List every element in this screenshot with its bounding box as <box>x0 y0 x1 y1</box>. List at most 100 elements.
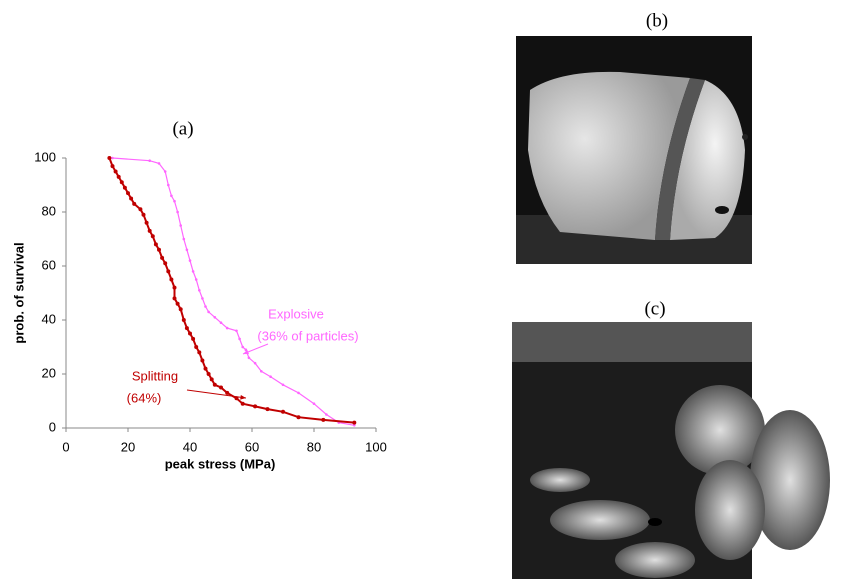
arrow-head <box>240 395 246 400</box>
data-point <box>214 316 217 319</box>
data-point <box>260 370 263 373</box>
data-point <box>169 278 173 282</box>
data-point <box>204 305 207 308</box>
y-tick-label: 20 <box>42 365 56 380</box>
data-point <box>282 384 285 387</box>
x-tick-label: 20 <box>121 439 135 454</box>
data-point <box>207 311 210 314</box>
data-point <box>173 200 176 203</box>
photo <box>512 322 830 579</box>
data-point <box>253 404 257 408</box>
data-point <box>179 307 183 311</box>
plot: 0 20 40 60 80 100 0 20 40 60 80 100 Explosive (36% of… <box>34 149 387 454</box>
data-point <box>204 367 208 371</box>
data-point <box>241 346 244 349</box>
data-point <box>186 249 189 252</box>
annotation: (36% of particles) <box>257 328 358 343</box>
data-point <box>189 259 192 262</box>
data-point <box>241 402 245 406</box>
data-point <box>254 362 257 365</box>
x-tick-label: 60 <box>245 439 259 454</box>
photo <box>516 36 752 264</box>
data-point <box>266 407 270 411</box>
data-point <box>188 332 192 336</box>
data-point <box>142 213 146 217</box>
data-point <box>148 159 151 162</box>
data-point <box>120 180 124 184</box>
data-point <box>183 238 186 241</box>
data-point <box>352 421 356 425</box>
data-point <box>151 234 155 238</box>
data-point <box>154 242 158 246</box>
data-point <box>194 345 198 349</box>
x-axis-title: peak stress (MPa) <box>165 456 276 471</box>
data-point <box>191 337 195 341</box>
data-point <box>235 330 238 333</box>
data-point <box>213 383 217 387</box>
data-point <box>148 229 152 233</box>
data-point <box>126 191 130 195</box>
page: (a) peak stress (MPa) prob. of survival … <box>0 0 843 579</box>
data-point <box>195 278 198 281</box>
series-line <box>113 158 355 425</box>
x-tick-label: 80 <box>307 439 321 454</box>
data-point <box>179 224 182 227</box>
data-point <box>123 186 127 190</box>
data-point <box>173 296 177 300</box>
data-point <box>325 413 328 416</box>
data-point <box>313 402 316 405</box>
data-point <box>192 270 195 273</box>
panel-label: (b) <box>646 10 668 31</box>
data-point <box>297 392 300 395</box>
data-point <box>157 248 161 252</box>
annotation: Splitting <box>132 368 178 383</box>
data-point <box>197 350 201 354</box>
y-tick-label: 60 <box>42 257 56 272</box>
data-point <box>111 157 114 160</box>
data-point <box>210 377 214 381</box>
x-tick-label: 0 <box>62 439 69 454</box>
y-tick-label: 80 <box>42 203 56 218</box>
annotation: (64%) <box>127 390 162 405</box>
data-point <box>176 211 179 214</box>
data-point <box>117 175 121 179</box>
data-point <box>176 302 180 306</box>
data-point <box>132 202 136 206</box>
data-point <box>207 372 211 376</box>
data-point <box>185 326 189 330</box>
data-point <box>111 164 115 168</box>
data-point <box>297 415 301 419</box>
x-tick-label: 40 <box>183 439 197 454</box>
data-point <box>167 184 170 187</box>
data-point <box>129 197 133 201</box>
panel-label: (c) <box>644 298 665 319</box>
data-point <box>321 418 325 422</box>
data-point <box>226 327 229 330</box>
y-tick-label: 100 <box>34 149 56 164</box>
annotation-arrow <box>187 390 246 398</box>
data-point <box>201 297 204 300</box>
data-point <box>160 256 164 260</box>
data-point <box>269 375 272 378</box>
data-point <box>225 391 229 395</box>
annotation: Explosive <box>268 306 324 321</box>
data-point <box>114 170 118 174</box>
y-axis-title: prob. of survival <box>11 242 26 343</box>
data-point <box>219 386 223 390</box>
data-point <box>138 207 142 211</box>
data-point <box>182 318 186 322</box>
data-point <box>145 221 149 225</box>
x-tick-label: 100 <box>365 439 387 454</box>
data-point <box>198 289 201 292</box>
data-point <box>220 321 223 324</box>
data-point <box>238 338 241 341</box>
data-point <box>158 162 161 165</box>
data-point <box>248 357 251 360</box>
y-tick-label: 40 <box>42 311 56 326</box>
data-point <box>164 170 167 173</box>
data-point <box>107 156 111 160</box>
data-point <box>200 359 204 363</box>
data-point <box>166 269 170 273</box>
y-tick-label: 0 <box>49 419 56 434</box>
data-point <box>163 261 167 265</box>
